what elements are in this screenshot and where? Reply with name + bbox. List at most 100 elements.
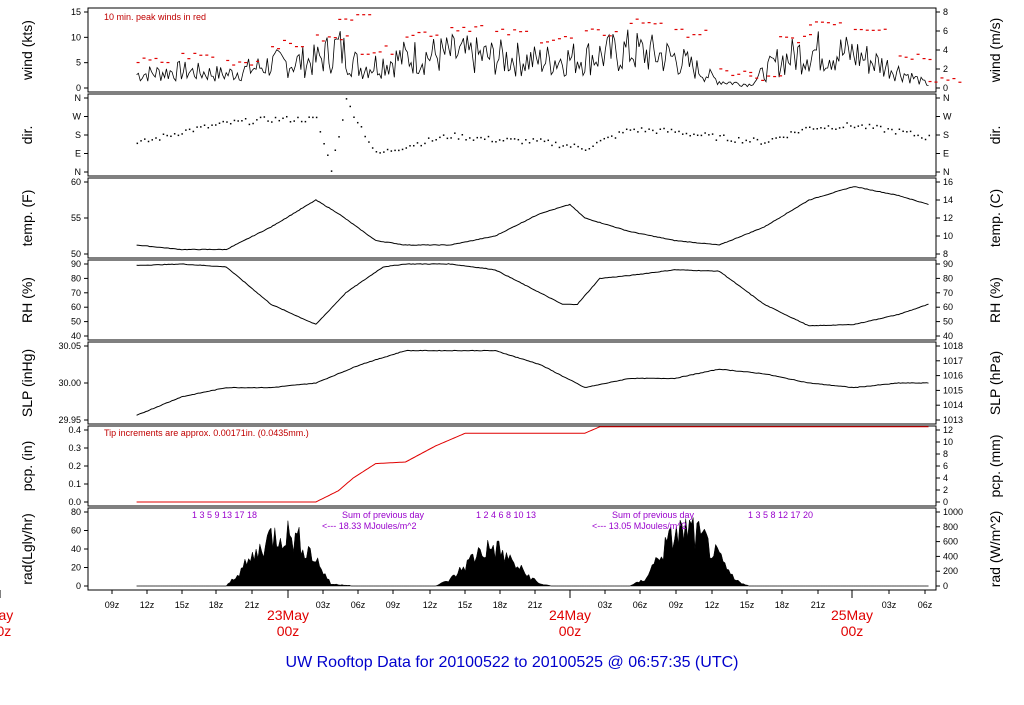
- dir-point: [536, 140, 538, 142]
- dir-point: [883, 131, 886, 133]
- dir-point: [472, 139, 475, 141]
- rad-note-2-line2: <--- 13.05 MJoules/m^2: [592, 521, 687, 531]
- tick-label-left-temp: 55: [71, 213, 81, 223]
- dir-point: [401, 148, 404, 151]
- wind-peak-mark: [826, 22, 830, 24]
- wind-peak-mark: [680, 28, 684, 30]
- dir-point: [640, 127, 643, 129]
- dir-point: [906, 131, 908, 133]
- x-tick-label: 03z: [882, 600, 897, 610]
- dir-point: [285, 115, 288, 118]
- dir-point: [267, 120, 269, 122]
- tick-label-right-rad: 400: [943, 551, 958, 561]
- wind-peak-mark: [154, 57, 158, 60]
- wind-peak-mark: [922, 58, 926, 60]
- wind-peak-mark: [288, 42, 292, 45]
- tick-label-left-pcp: 0.0: [68, 497, 81, 507]
- wind-peak-mark: [405, 36, 409, 38]
- wind-peak-mark: [333, 37, 337, 39]
- wind-peak-mark: [904, 56, 908, 58]
- dir-point: [252, 122, 254, 125]
- tick-label-right-wind: 8: [943, 7, 948, 17]
- dir-point: [405, 147, 408, 149]
- tick-label-right-temp: 10: [943, 231, 953, 241]
- panel-pcp: pcp. (in) pcp. (mm) 0.0 0.1 0.2 0.3 0.4 0 2 4 6 8 10…: [19, 425, 1003, 507]
- dir-point: [846, 122, 848, 124]
- dir-point: [532, 138, 535, 140]
- dir-point: [790, 131, 792, 133]
- dir-point: [162, 133, 165, 135]
- dir-point: [330, 170, 333, 172]
- panel-rad: rad(Lgly/hr) rad (W/m^2)02040608002004006…: [19, 507, 1003, 591]
- ylabel-left-wind: wind (kts): [19, 20, 35, 81]
- dir-point: [723, 134, 725, 136]
- dir-point: [218, 122, 221, 124]
- dir-point: [424, 142, 426, 145]
- dir-point: [711, 133, 714, 135]
- series-wind-peaks: [136, 14, 962, 83]
- dir-point: [196, 126, 198, 128]
- tick-label-left-dir: N: [75, 167, 82, 177]
- wind-peak-mark: [226, 59, 230, 62]
- dir-point: [569, 146, 572, 148]
- ylabel-right-slp: SLP (hPa): [987, 351, 1003, 415]
- dir-point: [827, 125, 830, 127]
- tick-label-left-rh: 60: [71, 302, 81, 312]
- wind-peak-mark: [737, 73, 741, 75]
- wind-peak-mark: [761, 79, 765, 82]
- wind-peak-mark: [928, 58, 932, 61]
- dir-point: [902, 130, 904, 133]
- tick-label-left-wind: 0: [76, 83, 81, 93]
- tick-label-right-temp: 8: [943, 249, 948, 259]
- dir-point: [823, 127, 826, 130]
- dir-point: [566, 144, 568, 146]
- tick-label-right-rad: 600: [943, 537, 958, 547]
- ylabel-left-pcp: pcp. (in): [19, 441, 35, 492]
- dir-point: [487, 135, 490, 138]
- dir-point: [136, 142, 139, 145]
- dir-point: [188, 128, 191, 131]
- wind-peak-mark: [647, 22, 651, 24]
- dir-point: [752, 137, 755, 139]
- dir-point: [170, 135, 172, 138]
- dir-point: [289, 121, 292, 123]
- dir-point: [383, 151, 385, 153]
- wind-peak-mark: [507, 34, 511, 36]
- wind-peak-mark: [773, 75, 777, 78]
- x-tick-label: 15z: [740, 600, 755, 610]
- dir-point: [797, 131, 800, 134]
- dir-point: [592, 145, 594, 148]
- series-rh-line: [136, 263, 929, 327]
- wind-peak-mark: [345, 35, 349, 37]
- dir-point: [364, 135, 366, 138]
- dir-point: [741, 142, 744, 144]
- dir-point: [610, 135, 613, 137]
- dir-point: [173, 133, 176, 135]
- wind-peak-mark: [629, 22, 633, 25]
- tick-label-right-wind: 6: [943, 26, 948, 36]
- tick-label-left-pcp: 0.1: [68, 479, 81, 489]
- dir-point: [409, 145, 411, 147]
- tick-label-right-temp: 14: [943, 195, 953, 205]
- wind-peak-mark: [608, 35, 612, 37]
- wind-peak-mark: [462, 26, 466, 29]
- dir-point: [577, 145, 579, 148]
- dir-point: [342, 119, 344, 121]
- dir-point: [207, 126, 210, 129]
- dir-point: [581, 148, 583, 150]
- dir-point: [248, 123, 251, 126]
- tick-label-right-rad: 0: [943, 581, 948, 591]
- dir-point: [835, 128, 837, 130]
- wind-peak-mark: [940, 77, 944, 79]
- dir-point: [480, 136, 482, 139]
- dir-point: [454, 132, 456, 134]
- dir-point: [913, 134, 916, 137]
- wind-peak-mark: [698, 34, 702, 36]
- wind-peak-mark: [384, 45, 388, 47]
- wind-peak-mark: [148, 59, 152, 61]
- wind-peak-mark: [641, 22, 645, 24]
- wind-peak-mark: [327, 36, 331, 38]
- dir-point: [181, 133, 183, 135]
- footer-title: UW Rooftop Data for 20100522 to 20100525…: [286, 654, 739, 671]
- x-tick-label: 09z: [105, 600, 120, 610]
